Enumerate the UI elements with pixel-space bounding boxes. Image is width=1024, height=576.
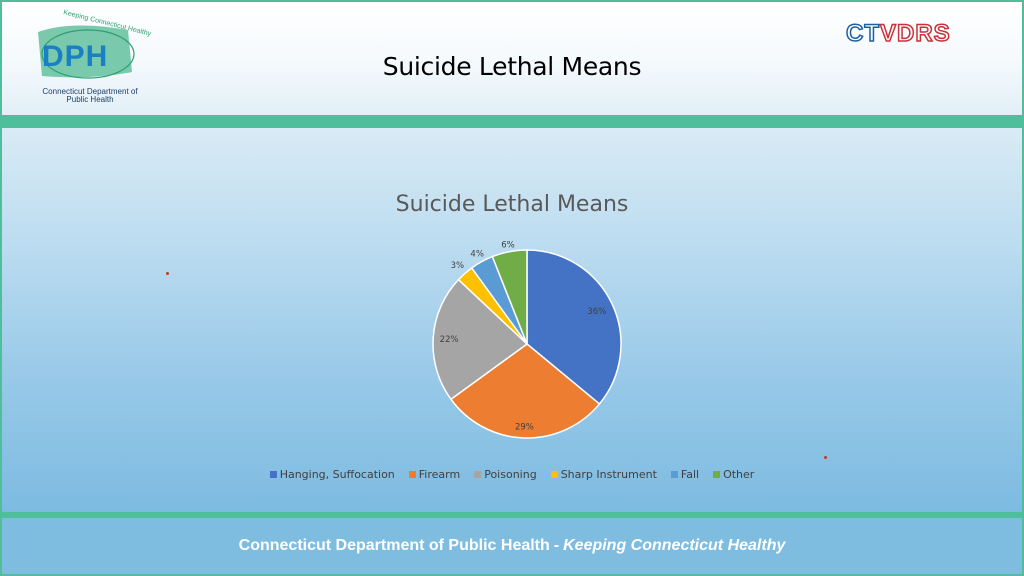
pie-slice-firearm bbox=[449, 343, 601, 439]
legend-swatch bbox=[670, 471, 678, 478]
pie-slice-hanging-suffocation bbox=[526, 249, 622, 405]
legend-label: Poisoning bbox=[484, 468, 537, 481]
decorative-dot bbox=[824, 456, 827, 459]
dph-logo-subtitle: Connecticut Department of Public Health bbox=[42, 87, 138, 104]
data-label: 6% bbox=[501, 240, 515, 250]
data-label: 3% bbox=[451, 261, 465, 271]
legend-swatch bbox=[474, 471, 482, 478]
legend-label: Sharp Instrument bbox=[560, 468, 657, 481]
legend-item: Other bbox=[713, 468, 754, 481]
data-label: 4% bbox=[470, 249, 484, 259]
legend-swatch bbox=[550, 471, 558, 478]
dph-logo-letters: DPH bbox=[42, 40, 109, 73]
slide-footer: Connecticut Department of Public Health -… bbox=[2, 518, 1022, 574]
footer-divider-band bbox=[2, 512, 1022, 518]
pie-slice-other bbox=[491, 249, 528, 345]
footer-tagline: Keeping Connecticut Healthy bbox=[563, 537, 786, 554]
legend-label: Hanging, Suffocation bbox=[279, 468, 395, 481]
data-label: 29% bbox=[515, 423, 534, 433]
legend-item: Sharp Instrument bbox=[550, 468, 657, 481]
legend-label: Fall bbox=[680, 468, 700, 481]
chart-title: Suicide Lethal Means bbox=[395, 192, 629, 217]
legend-label: Other bbox=[723, 468, 755, 481]
header-divider-band bbox=[2, 115, 1022, 128]
chart-legend: Hanging, Suffocation Firearm Poisoning Shar… bbox=[0, 468, 1024, 481]
footer-org: Connecticut Department of Public Health bbox=[238, 537, 550, 554]
footer-separator: - bbox=[553, 537, 560, 554]
legend-swatch bbox=[269, 471, 277, 478]
connecticut-state-logo-icon bbox=[38, 25, 135, 79]
ctvdrs-logo-vdrs: VDRS bbox=[879, 19, 951, 48]
page-title: Suicide Lethal Means bbox=[382, 52, 642, 81]
legend-item: Poisoning bbox=[474, 468, 537, 481]
legend-item: Fall bbox=[670, 468, 700, 481]
legend-label: Firearm bbox=[418, 468, 461, 481]
data-label: 22% bbox=[440, 335, 459, 345]
decorative-dot bbox=[166, 272, 169, 275]
data-label: 36% bbox=[587, 307, 606, 317]
ctvdrs-logo-ct: CT bbox=[845, 19, 880, 48]
slide-header: Keeping Connecticut Healthy DPH Connecti… bbox=[2, 2, 1022, 115]
legend-item: Firearm bbox=[408, 468, 461, 481]
ctvdrs-logo: CTVDRS bbox=[845, 19, 951, 48]
legend-swatch bbox=[408, 471, 416, 478]
pie-slice-poisoning bbox=[432, 278, 529, 401]
legend-item: Hanging, Suffocation bbox=[269, 468, 395, 481]
legend-swatch bbox=[713, 471, 721, 478]
